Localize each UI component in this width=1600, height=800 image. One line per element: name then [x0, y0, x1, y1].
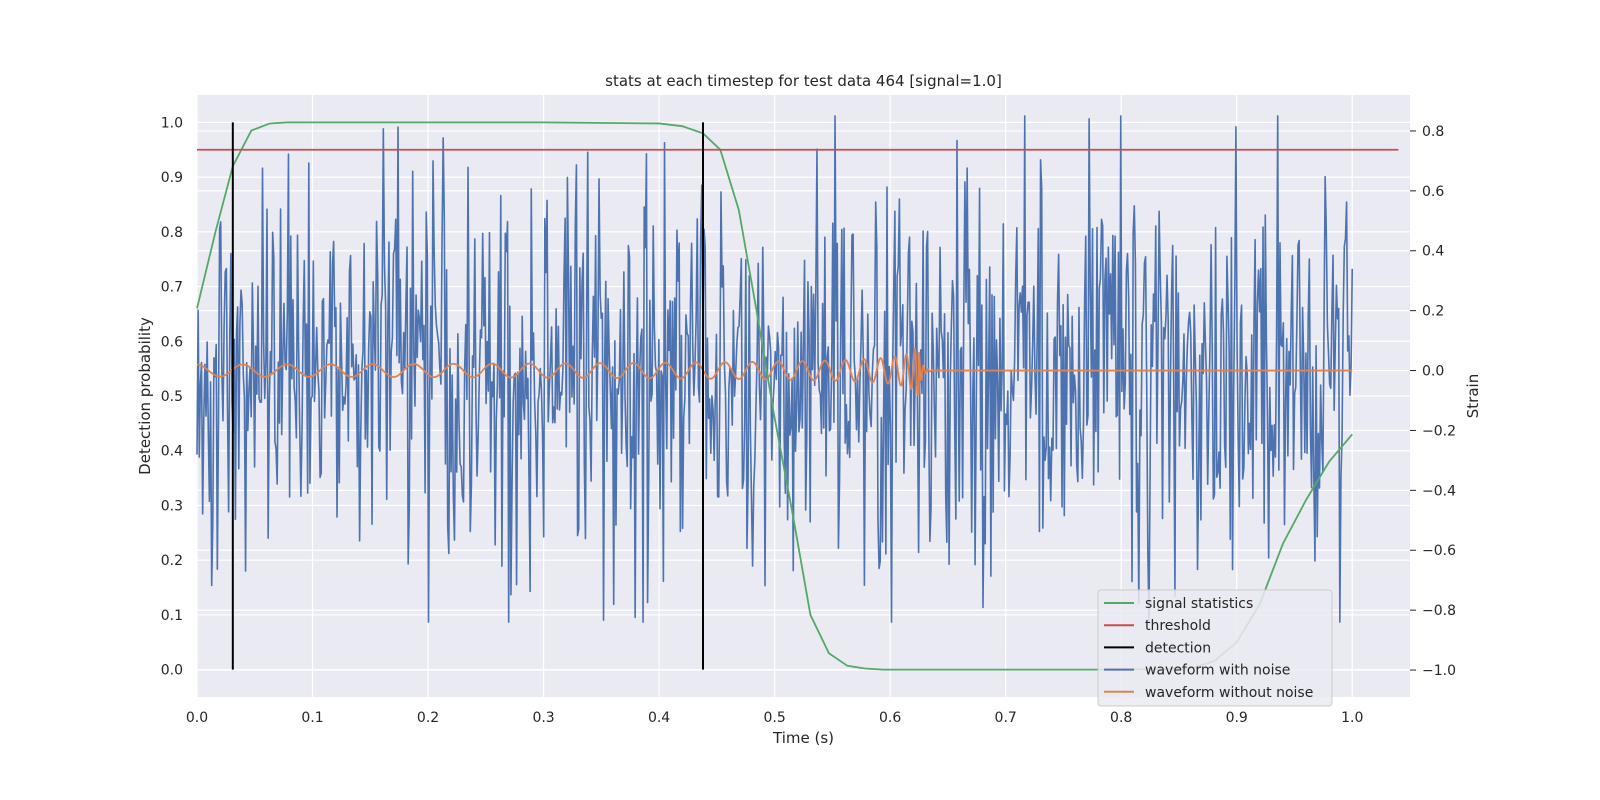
legend-box	[1097, 589, 1333, 707]
y-axis-label: Detection probability	[136, 317, 154, 475]
y-tick-label: 1.0	[161, 115, 183, 131]
chart-title: stats at each timestep for test data 464…	[605, 72, 1002, 90]
y2-tick-label: −0.6	[1422, 543, 1456, 559]
y-tick-label: 0.7	[161, 280, 183, 296]
y-tick-label: 0.8	[161, 225, 183, 241]
y2-tick-label: −0.8	[1422, 603, 1456, 619]
series-waveform-with-noise	[196, 115, 1354, 623]
x-axis-label: Time (s)	[772, 729, 834, 747]
x-tick-label: 0.2	[417, 710, 439, 726]
x-tick-label: 0.6	[879, 710, 901, 726]
series-waveform-without-noise	[196, 347, 1353, 396]
y2-tick-label: 0.6	[1422, 184, 1444, 200]
y-tick-label: 0.5	[161, 389, 183, 405]
y2-tick-label: −0.4	[1422, 483, 1456, 499]
x-tick-label: 0.5	[763, 710, 785, 726]
x-tick-label: 0.7	[995, 710, 1017, 726]
x-tick-label: 0.8	[1110, 710, 1132, 726]
x-tick-label: 0.3	[532, 710, 554, 726]
y2-tick-label: 0.0	[1422, 364, 1444, 380]
x-tick-label: 0.0	[186, 710, 208, 726]
y-tick-label: 0.6	[161, 334, 183, 350]
legend-item-label: waveform without noise	[1145, 685, 1313, 701]
legend-item-label: signal statistics	[1145, 596, 1253, 612]
y2-tick-label: 0.4	[1422, 244, 1444, 260]
y-tick-label: 0.0	[161, 663, 183, 679]
legend-item-label: detection	[1145, 640, 1211, 656]
legend: signal statistics threshold detection wavef…	[1097, 589, 1333, 707]
x-tick-label: 0.4	[648, 710, 670, 726]
y-tick-label: 0.2	[161, 553, 183, 569]
y-tick-label: 0.9	[161, 170, 183, 186]
legend-item-label: threshold	[1145, 618, 1211, 634]
x-tick-label: 0.9	[1226, 710, 1248, 726]
y-tick-label: 0.3	[161, 498, 183, 514]
y2-tick-label: −1.0	[1422, 663, 1456, 679]
y-tick-label: 0.4	[161, 444, 183, 460]
y-tick-label: 0.1	[161, 608, 183, 624]
x-tick-label: 0.1	[301, 710, 323, 726]
y2-tick-label: 0.2	[1422, 304, 1444, 320]
x-tick-label: 1.0	[1341, 710, 1363, 726]
axes: 0.0 0.1 0.2 0.3 0.4 0.5 0.6 0.7 0.8 0.9 1.0 0.0 0.1 0…	[161, 115, 1456, 726]
y2-tick-label: 0.8	[1422, 124, 1444, 140]
y2-tick-label: −0.2	[1422, 423, 1456, 439]
legend-item-label: waveform with noise	[1145, 663, 1290, 679]
y2-axis-label: Strain	[1464, 374, 1482, 418]
